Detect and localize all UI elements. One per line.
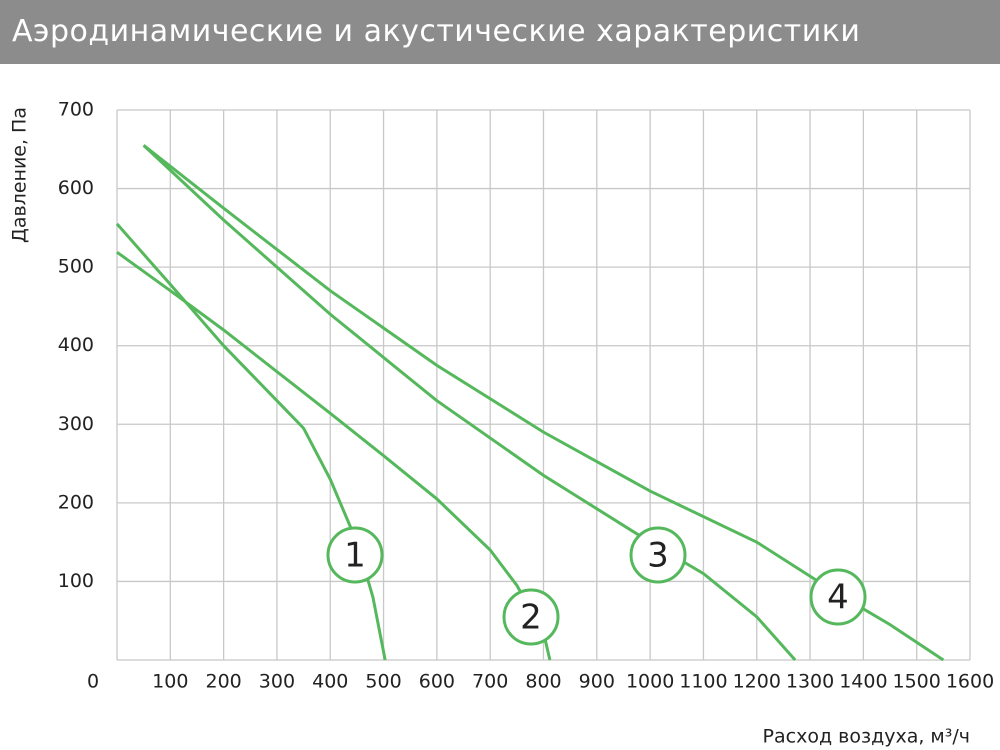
x-tick-label: 1000 (626, 671, 674, 693)
series-label-circle (809, 568, 867, 626)
y-tick-label: 400 (58, 334, 94, 356)
x-tick-label: 100 (152, 671, 188, 693)
y-tick-label: 500 (58, 256, 94, 278)
x-tick-label: 300 (259, 671, 295, 693)
x-tick-label: 1500 (893, 671, 941, 693)
x-tick-label: 0 (87, 671, 99, 693)
series-label: 2 (520, 598, 542, 638)
y-tick-label: 100 (58, 570, 94, 592)
series-label-circle (629, 526, 687, 584)
x-tick-label: 1600 (946, 671, 994, 693)
series-label: 1 (344, 536, 366, 576)
y-tick-label: 600 (58, 177, 94, 199)
x-tick-label: 1100 (679, 671, 727, 693)
x-tick-label: 1400 (839, 671, 887, 693)
x-tick-label: 1200 (733, 671, 781, 693)
series-line (116, 250, 552, 661)
x-tick-label: 400 (312, 671, 348, 693)
x-axis-title: Расход воздуха, м³/ч (763, 726, 970, 748)
y-axis-title: Давление, Па (9, 107, 31, 243)
series-label: 4 (827, 578, 849, 618)
x-tick-label: 800 (525, 671, 561, 693)
series-line (142, 144, 797, 661)
x-tick-label: 900 (579, 671, 615, 693)
y-tick-label: 300 (58, 413, 94, 435)
series-label-circle (326, 526, 384, 584)
x-tick-label: 600 (419, 671, 455, 693)
x-tick-label: 1300 (786, 671, 834, 693)
chart-title: Аэродинамические и акустические характер… (0, 0, 1000, 64)
y-tick-label: 700 (58, 99, 94, 121)
x-tick-label: 200 (205, 671, 241, 693)
y-tick-label: 200 (58, 491, 94, 513)
series-line (115, 222, 387, 661)
x-tick-label: 700 (472, 671, 508, 693)
series-label-circle (502, 588, 560, 646)
series-label: 3 (647, 536, 669, 576)
x-tick-label: 500 (365, 671, 401, 693)
